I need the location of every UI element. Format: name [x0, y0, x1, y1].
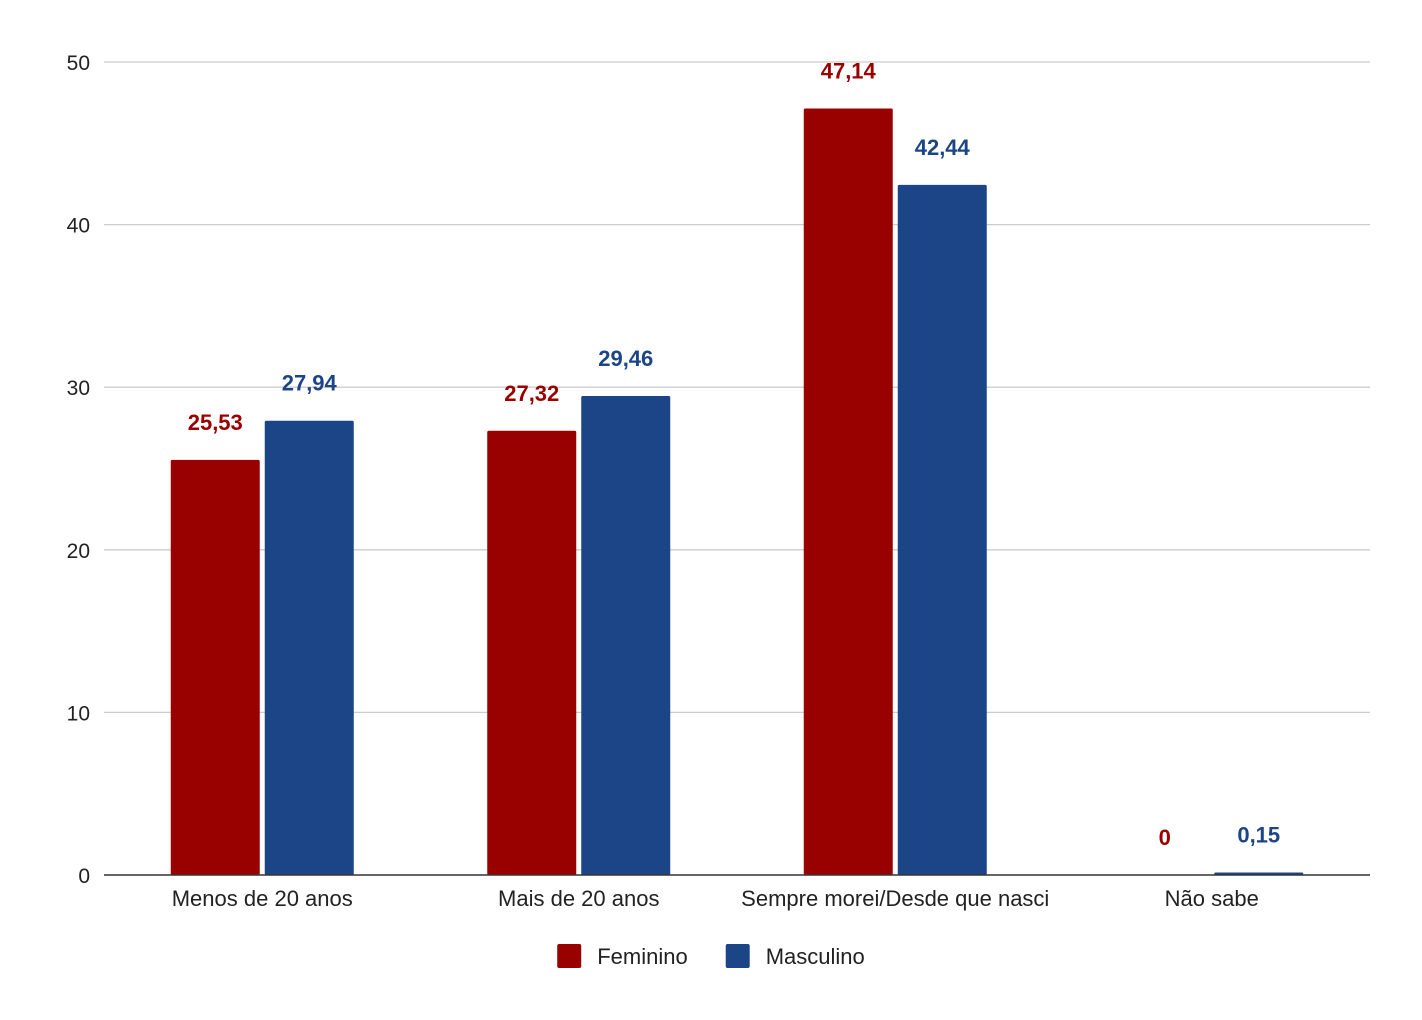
category-label: Sempre morei/Desde que nasci — [741, 886, 1049, 911]
bar-masculino — [897, 184, 987, 875]
legend-swatch-masculino — [725, 944, 750, 968]
data-labels: 25,53 27,94 27,32 29,46 47,14 42,44 0 0,15 — [188, 59, 1280, 850]
category-labels: Menos de 20 anos Mais de 20 anos Sempre mo… — [172, 886, 1259, 911]
y-tick-label: 50 — [67, 52, 90, 75]
category-label: Mais de 20 anos — [498, 886, 659, 911]
legend: Feminino Masculino — [557, 944, 865, 969]
legend-swatch-feminino — [557, 944, 582, 968]
category-label: Não sabe — [1165, 886, 1259, 911]
legend-label-masculino: Masculino — [766, 944, 865, 969]
y-tick-label: 40 — [67, 215, 90, 238]
y-tick-label: 10 — [67, 702, 90, 725]
data-label-feminino: 0 — [1159, 825, 1171, 850]
bar-feminino — [170, 459, 260, 875]
data-label-masculino: 42,44 — [915, 135, 971, 160]
data-label-feminino: 27,32 — [504, 381, 559, 406]
y-tick-label: 30 — [67, 377, 90, 400]
data-label-masculino: 27,94 — [282, 371, 338, 396]
data-label-feminino: 47,14 — [821, 59, 877, 84]
bars — [170, 108, 1304, 875]
bar-feminino — [487, 430, 577, 875]
bar-masculino — [264, 420, 354, 875]
y-axis-ticks: 0 10 20 30 40 50 — [67, 52, 90, 888]
y-tick-label: 0 — [78, 865, 90, 888]
data-label-masculino: 29,46 — [598, 346, 653, 371]
data-label-masculino: 0,15 — [1237, 823, 1280, 848]
legend-label-feminino: Feminino — [597, 944, 687, 969]
data-label-feminino: 25,53 — [188, 410, 243, 435]
y-tick-label: 20 — [67, 540, 90, 563]
bar-feminino — [803, 108, 893, 875]
category-label: Menos de 20 anos — [172, 886, 353, 911]
bar-masculino — [581, 395, 671, 875]
